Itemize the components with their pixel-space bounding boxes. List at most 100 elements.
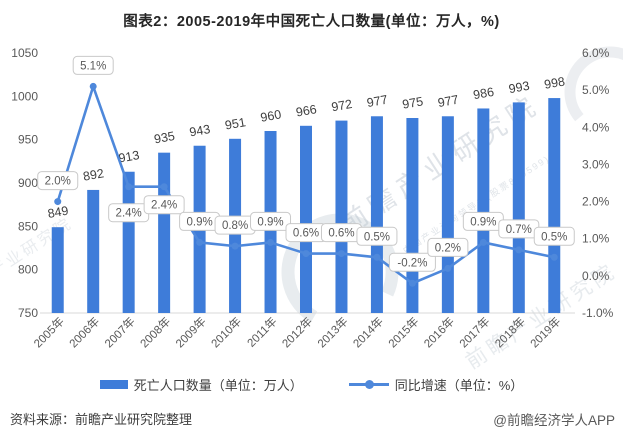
bar-2008年 bbox=[158, 152, 171, 313]
growth-callout-box bbox=[388, 252, 436, 272]
bar-value-label: 993 bbox=[508, 79, 531, 96]
bar-value-label: 892 bbox=[82, 166, 105, 183]
bar-value-label: 972 bbox=[330, 97, 353, 114]
bar-value-label: 998 bbox=[543, 74, 566, 91]
bar-2018年 bbox=[512, 102, 525, 314]
growth-callout-box bbox=[250, 211, 292, 231]
right-axis-tick: 1.0% bbox=[582, 232, 610, 246]
x-axis-label: 2016年 bbox=[421, 314, 457, 350]
bar-value-label: 951 bbox=[224, 115, 247, 132]
line-point-2015年 bbox=[408, 279, 416, 287]
growth-callout-box bbox=[37, 171, 79, 191]
bar-value-label: 986 bbox=[472, 85, 495, 102]
left-axis-tick: 750 bbox=[18, 306, 38, 320]
bar-value-label: 960 bbox=[259, 107, 282, 124]
line-point-2016年 bbox=[444, 264, 452, 272]
bar-2005年 bbox=[51, 227, 64, 313]
growth-callout-label: 0.9% bbox=[257, 216, 283, 228]
bar-series-swatch-icon bbox=[99, 379, 128, 389]
bar-value-label: 977 bbox=[366, 93, 389, 110]
growth-callout-box bbox=[356, 226, 398, 246]
bar-2006年 bbox=[87, 189, 100, 313]
growth-callout-box bbox=[427, 237, 469, 257]
chart-title: 图表2：2005-2019年中国死亡人口数量(单位：万人，%) bbox=[123, 14, 500, 30]
growth-callout-box bbox=[143, 195, 185, 215]
bar-value-label: 975 bbox=[401, 94, 424, 111]
line-point-2009年 bbox=[196, 238, 204, 246]
growth-callout-label: 2.4% bbox=[151, 200, 177, 212]
growth-callout-label: 0.6% bbox=[293, 228, 319, 240]
line-point-2018年 bbox=[515, 246, 523, 254]
left-axis-tick: 950 bbox=[18, 133, 38, 147]
bar-value-label: 935 bbox=[153, 129, 176, 146]
watermark-ring-2 bbox=[564, 46, 623, 138]
bar-2012年 bbox=[300, 125, 312, 313]
credit-text: @前瞻经济学人APP bbox=[493, 413, 615, 428]
line-point-2008年 bbox=[160, 183, 168, 191]
bar-2016年 bbox=[441, 116, 454, 314]
right-axis-tick: 5.0% bbox=[582, 83, 610, 97]
line-point-2017年 bbox=[479, 238, 487, 246]
left-axis-tick: 900 bbox=[18, 176, 38, 190]
growth-callout-box bbox=[533, 226, 575, 246]
left-axis-tick: 800 bbox=[18, 263, 38, 277]
bar-value-label: 849 bbox=[47, 204, 70, 221]
line-series-swatch-icon bbox=[348, 379, 389, 389]
bar-2017年 bbox=[477, 108, 490, 313]
line-point-2010年 bbox=[231, 242, 239, 250]
line-point-2019年 bbox=[550, 253, 558, 261]
bar-value-label: 913 bbox=[117, 148, 140, 165]
right-axis-tick: 0.0% bbox=[582, 269, 610, 283]
footer: 资料来源：前瞻产业研究院整理 @前瞻经济学人APP bbox=[10, 409, 615, 429]
x-axis-label: 2007年 bbox=[102, 314, 138, 350]
bar-value-label: 943 bbox=[188, 122, 211, 139]
growth-callout-label: 2.0% bbox=[45, 176, 71, 188]
growth-callout-label: 0.5% bbox=[364, 231, 390, 243]
line-point-2005年 bbox=[54, 198, 62, 206]
growth-callout-label: 0.8% bbox=[222, 220, 248, 232]
right-axis-tick: 4.0% bbox=[582, 120, 610, 134]
x-axis-label: 2010年 bbox=[208, 314, 244, 350]
line-point-2013年 bbox=[337, 250, 345, 258]
growth-callout-label: 0.9% bbox=[186, 216, 212, 228]
source-text: 资料来源：前瞻产业研究院整理 bbox=[10, 412, 193, 427]
right-axis-tick: -1.0% bbox=[582, 306, 614, 320]
growth-callout-label: 0.5% bbox=[541, 231, 567, 243]
growth-callout-box bbox=[72, 55, 114, 75]
x-axis-label: 2008年 bbox=[137, 314, 173, 350]
legend-item-growth: 同比增速（单位：%） bbox=[348, 375, 524, 394]
x-axis-label: 2009年 bbox=[173, 314, 209, 350]
bar-2007年 bbox=[122, 171, 135, 313]
x-axis-label: 2015年 bbox=[385, 314, 421, 350]
x-axis-label: 2012年 bbox=[279, 314, 315, 350]
legend-item-deaths: 死亡人口数量（单位：万人） bbox=[99, 375, 303, 394]
growth-callout-label: 2.4% bbox=[116, 208, 142, 220]
bar-2019年 bbox=[548, 98, 561, 313]
x-axis-label: 2013年 bbox=[314, 314, 350, 350]
legend-growth-label: 同比增速（单位：%） bbox=[394, 377, 524, 393]
x-axis-label: 2014年 bbox=[350, 314, 386, 350]
chart-legend: 死亡人口数量（单位：万人） 同比增速（单位：%） bbox=[0, 374, 623, 394]
bar-2014年 bbox=[370, 116, 383, 314]
x-axis-label: 2011年 bbox=[244, 314, 280, 350]
line-point-2012年 bbox=[302, 250, 310, 258]
line-point-2006年 bbox=[89, 82, 97, 90]
left-axis-tick: 850 bbox=[18, 219, 38, 233]
line-point-2007年 bbox=[125, 183, 133, 191]
growth-callout-label: -0.2% bbox=[397, 257, 427, 269]
growth-callout-label: 0.7% bbox=[506, 224, 532, 236]
bar-2013年 bbox=[335, 120, 348, 313]
bar-value-label: 966 bbox=[295, 102, 318, 119]
right-axis-tick: 3.0% bbox=[582, 157, 610, 171]
line-point-2014年 bbox=[373, 253, 381, 261]
bar-value-label: 977 bbox=[437, 93, 460, 110]
right-axis-tick: 2.0% bbox=[582, 195, 610, 209]
left-axis-tick: 1050 bbox=[11, 46, 38, 60]
growth-callout-label: 0.6% bbox=[328, 228, 354, 240]
legend-deaths-label: 死亡人口数量（单位：万人） bbox=[133, 377, 303, 393]
right-axis-tick: 6.0% bbox=[582, 46, 610, 60]
growth-callout-label: 0.9% bbox=[470, 216, 496, 228]
growth-callout-label: 5.1% bbox=[80, 60, 106, 72]
